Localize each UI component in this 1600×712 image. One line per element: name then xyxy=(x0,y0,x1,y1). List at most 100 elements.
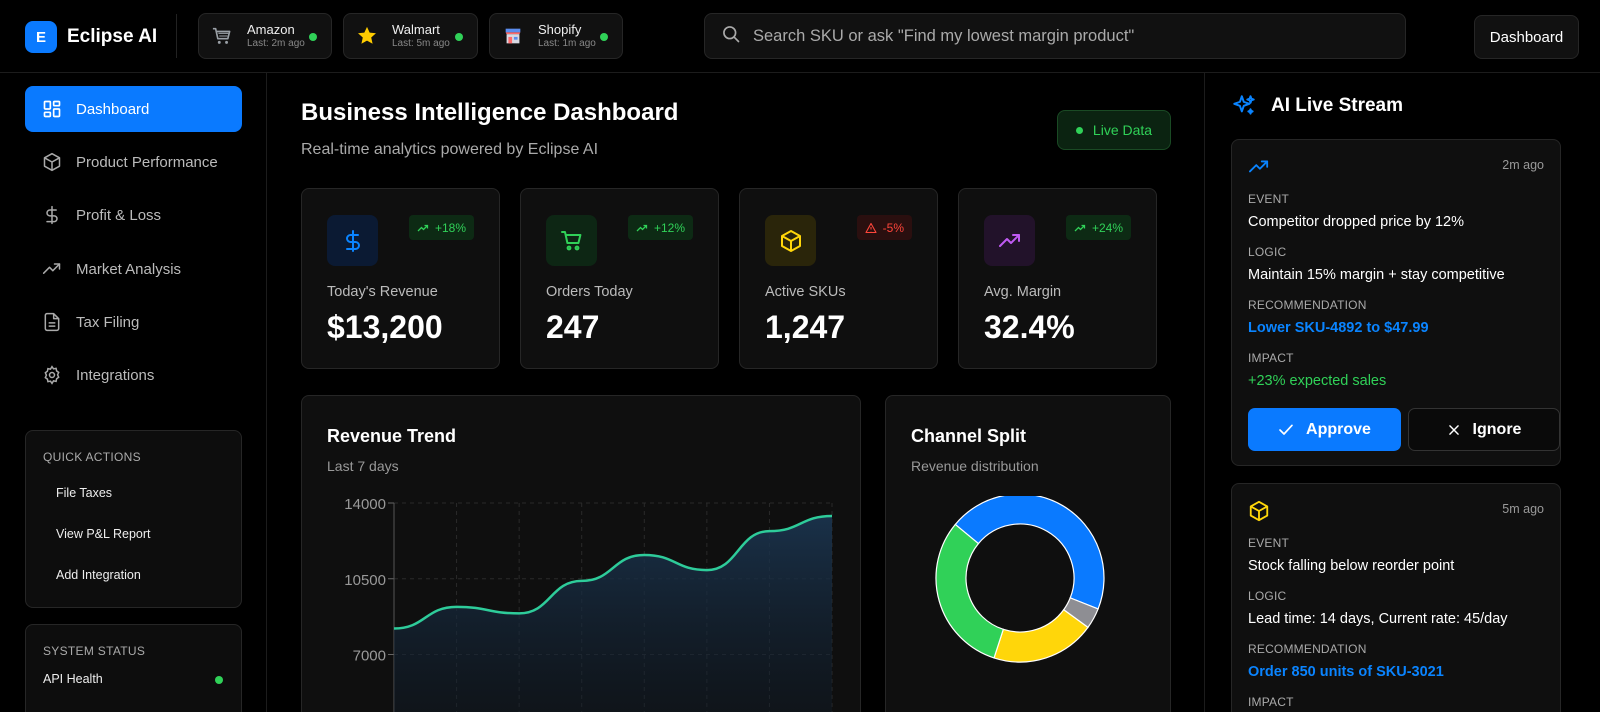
quick-action-add-integration[interactable]: Add Integration xyxy=(56,568,141,582)
box-icon xyxy=(1248,500,1270,527)
stream-card-time: 2m ago xyxy=(1502,158,1544,172)
kpi-label: Orders Today xyxy=(546,284,633,300)
search-input[interactable] xyxy=(753,26,1373,46)
quick-action-file-taxes[interactable]: File Taxes xyxy=(56,486,113,500)
star-icon xyxy=(356,25,378,47)
brand-name: Eclipse AI xyxy=(67,26,158,47)
recommendation-text[interactable]: Order 850 units of SKU-3021 xyxy=(1248,664,1444,680)
card-title: Channel Split xyxy=(911,426,1027,446)
kpi-value: 1,247 xyxy=(765,309,846,345)
event-label: EVENT xyxy=(1248,536,1290,550)
dollar-icon xyxy=(42,205,62,225)
cart-icon xyxy=(211,25,233,47)
kpi-value: 32.4% xyxy=(984,309,1075,345)
store-icon xyxy=(502,25,524,47)
kpi-label: Avg. Margin xyxy=(984,284,1062,300)
approve-button[interactable]: Approve xyxy=(1248,408,1401,451)
approve-label: Approve xyxy=(1306,420,1371,438)
kpi-card-revenue[interactable]: +18% Today's Revenue $13,200 xyxy=(301,188,500,369)
event-label: EVENT xyxy=(1248,192,1290,206)
brand-logo: E xyxy=(25,21,57,53)
ignore-button[interactable]: Ignore xyxy=(1408,408,1560,451)
channel-walmart[interactable]: Walmart Last: 5m ago xyxy=(343,13,478,59)
header-divider xyxy=(176,14,177,58)
status-label: API Health xyxy=(43,672,103,686)
y-tick-label: 7000 xyxy=(353,648,386,665)
donut-slice-2 xyxy=(993,608,1089,663)
event-text: Competitor dropped price by 12% xyxy=(1248,214,1465,230)
impact-label: IMPACT xyxy=(1248,695,1294,709)
stream-card: 5m ago EVENT Stock falling below reorder… xyxy=(1231,483,1561,712)
live-dot xyxy=(1075,126,1083,134)
logic-text: Lead time: 14 days, Current rate: 45/day xyxy=(1248,611,1508,627)
sidebar-item-profit-loss[interactable]: Profit & Loss xyxy=(25,192,242,238)
quick-actions-title: QUICK ACTIONS xyxy=(43,450,141,464)
y-tick-label: 14000 xyxy=(344,496,386,513)
recommendation-text[interactable]: Lower SKU-4892 to $47.99 xyxy=(1248,320,1429,336)
sidebar-item-label: Product Performance xyxy=(76,153,218,171)
sidebar-item-label: Integrations xyxy=(76,366,155,384)
sidebar-item-product-performance[interactable]: Product Performance xyxy=(25,139,242,185)
kpi-delta: +18% xyxy=(408,215,474,240)
channel-last-sync: Last: 1m ago xyxy=(538,38,596,49)
donut-slice-3 xyxy=(935,523,1005,659)
stream-card: 2m ago EVENT Competitor dropped price by… xyxy=(1231,139,1561,466)
impact-text: +23% expected sales xyxy=(1248,373,1387,389)
sidebar-item-market-analysis[interactable]: Market Analysis xyxy=(25,246,242,292)
channel-name: Shopify xyxy=(538,22,582,37)
kpi-delta-value: +18% xyxy=(434,220,466,235)
sidebar-item-label: Dashboard xyxy=(76,100,150,118)
trend-icon xyxy=(984,215,1035,266)
sparkles-icon xyxy=(1233,95,1255,115)
sidebar: Dashboard Product Performance Profit & L… xyxy=(0,73,267,712)
revenue-line xyxy=(393,514,833,630)
channel-last-sync: Last: 5m ago xyxy=(392,38,450,49)
stream-title-label: AI Live Stream xyxy=(1271,95,1403,116)
status-dot xyxy=(455,33,463,41)
logic-label: LOGIC xyxy=(1248,589,1287,603)
page-title: Business Intelligence Dashboard xyxy=(301,99,679,126)
recommendation-label: RECOMMENDATION xyxy=(1248,298,1367,312)
kpi-label: Active SKUs xyxy=(765,284,846,300)
live-data-badge: Live Data xyxy=(1057,110,1171,150)
kpi-card-orders[interactable]: +12% Orders Today 247 xyxy=(520,188,719,369)
box-icon xyxy=(765,215,816,266)
revenue-trend-chart: 350070001050014000 xyxy=(344,496,833,712)
sidebar-item-label: Profit & Loss xyxy=(76,206,162,224)
trend-icon xyxy=(42,259,62,279)
channel-shopify[interactable]: Shopify Last: 1m ago xyxy=(489,13,623,59)
channel-split-card: Channel Split Revenue distribution xyxy=(885,395,1171,712)
kpi-card-active-skus[interactable]: -5% Active SKUs 1,247 xyxy=(739,188,938,369)
quick-action-view-pl-report[interactable]: View P&L Report xyxy=(56,527,151,541)
status-row-api-health: API Health xyxy=(43,672,223,686)
sidebar-item-label: Tax Filing xyxy=(76,313,140,331)
kpi-delta-value: -5% xyxy=(882,220,904,235)
channel-name: Amazon xyxy=(247,22,295,37)
sidebar-item-dashboard[interactable]: Dashboard xyxy=(25,86,242,132)
kpi-value: $13,200 xyxy=(327,309,443,345)
logic-text: Maintain 15% margin + stay competitive xyxy=(1248,267,1505,283)
kpi-delta: +24% xyxy=(1065,215,1131,240)
live-badge-label: Live Data xyxy=(1092,122,1153,138)
sidebar-item-integrations[interactable]: Integrations xyxy=(25,352,242,398)
system-status-panel: SYSTEM STATUS API Health xyxy=(25,624,242,712)
main-content: Business Intelligence Dashboard Real-tim… xyxy=(267,73,1204,712)
kpi-card-avg-margin[interactable]: +24% Avg. Margin 32.4% xyxy=(958,188,1157,369)
close-icon xyxy=(1448,424,1459,435)
revenue-area xyxy=(394,515,832,712)
dashboard-button[interactable]: Dashboard xyxy=(1474,15,1579,59)
logic-label: LOGIC xyxy=(1248,245,1287,259)
event-text: Stock falling below reorder point xyxy=(1248,558,1455,574)
channel-amazon[interactable]: Amazon Last: 2m ago xyxy=(198,13,332,59)
kpi-delta-value: +12% xyxy=(653,220,685,235)
search-bar[interactable] xyxy=(704,13,1406,59)
brand[interactable]: E Eclipse AI xyxy=(25,21,157,53)
sidebar-item-tax-filing[interactable]: Tax Filing xyxy=(25,299,242,345)
donut-slice-0 xyxy=(954,496,1105,610)
trend-icon xyxy=(1248,156,1270,181)
check-icon xyxy=(1279,424,1293,435)
sidebar-item-label: Market Analysis xyxy=(76,260,182,278)
kpi-value: 247 xyxy=(546,309,600,345)
cart-icon xyxy=(546,215,597,266)
ignore-label: Ignore xyxy=(1472,420,1522,438)
